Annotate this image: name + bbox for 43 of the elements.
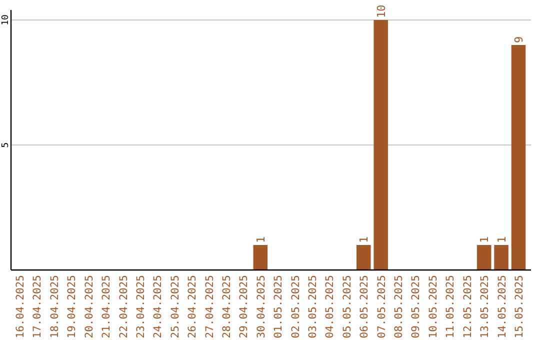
- x-tick-label: 03.05.2025: [307, 275, 320, 338]
- data-label: 1: [478, 236, 492, 243]
- data-label: 9: [512, 36, 526, 43]
- x-tick-label: 14.05.2025: [496, 275, 508, 338]
- x-tick-label: 25.04.2025: [169, 275, 182, 338]
- bar: [494, 245, 508, 270]
- x-tick-label: 28.04.2025: [220, 275, 233, 338]
- y-tick-label: 5: [1, 142, 11, 148]
- x-tick-label: 20.04.2025: [83, 275, 96, 338]
- x-tick-label: 27.04.2025: [204, 275, 216, 338]
- x-tick-label: 05.05.2025: [341, 275, 354, 338]
- x-tick-label: 15.05.2025: [513, 275, 526, 338]
- bar: [253, 245, 268, 270]
- x-tick-label: 19.04.2025: [66, 275, 78, 338]
- data-label: 10: [374, 4, 388, 18]
- bar: [374, 20, 388, 270]
- bar: [356, 245, 371, 270]
- x-tick-label: 09.05.2025: [410, 275, 422, 338]
- x-tick-label: 26.04.2025: [186, 275, 199, 338]
- x-tick-label: 04.05.2025: [324, 275, 336, 338]
- x-tick-label: 18.04.2025: [48, 275, 61, 338]
- data-label: 1: [495, 236, 508, 243]
- x-tick-label: 12.05.2025: [462, 275, 474, 338]
- x-tick-label: 08.05.2025: [393, 275, 406, 338]
- x-tick-label: 21.04.2025: [100, 275, 113, 338]
- x-tick-label: 16.04.2025: [14, 275, 27, 338]
- x-tick-label: 17.04.2025: [32, 275, 44, 338]
- bar: [511, 45, 526, 270]
- x-tick-label: 10.05.2025: [427, 275, 440, 338]
- x-tick-label: 30.04.2025: [255, 275, 268, 338]
- bar: [476, 245, 492, 270]
- x-tick-label: 22.04.2025: [118, 275, 130, 338]
- x-tick-label: 24.04.2025: [152, 275, 164, 338]
- x-tick-label: 11.05.2025: [444, 275, 457, 338]
- x-tick-label: 13.05.2025: [479, 275, 492, 338]
- x-tick-label: 07.05.2025: [376, 275, 388, 338]
- x-tick-label: 06.05.2025: [358, 275, 371, 338]
- data-label: 1: [358, 236, 371, 243]
- x-tick-label: 29.04.2025: [238, 275, 250, 338]
- x-tick-label: 01.05.2025: [272, 275, 285, 338]
- x-tick-label: 23.04.2025: [134, 275, 147, 338]
- data-label: 1: [254, 236, 268, 243]
- x-tick-label: 02.05.2025: [290, 275, 302, 338]
